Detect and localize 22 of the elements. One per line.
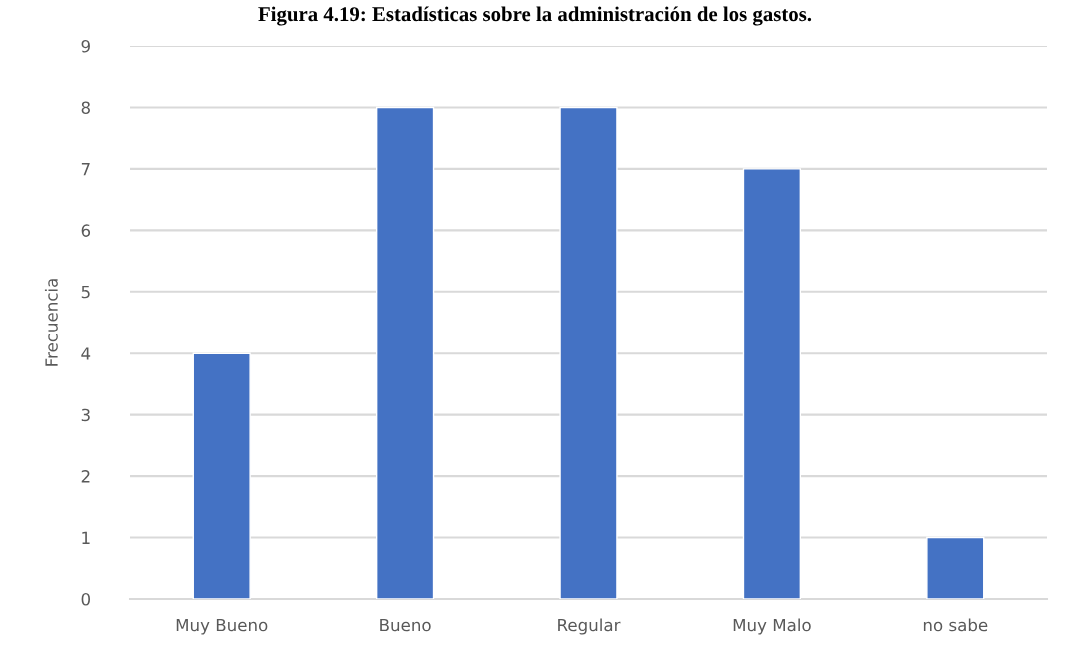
bar	[375, 106, 435, 599]
x-tick-label: Muy Bueno	[176, 618, 268, 635]
y-tick-label: 8	[81, 101, 90, 115]
y-tick-label: 0	[81, 592, 90, 606]
y-tick-label: 1	[82, 531, 90, 544]
bar	[926, 536, 985, 599]
chart-title: Figura 4.19: Estadísticas sobre la administración de los gastos.	[258, 6, 812, 26]
y-tick-label: 9	[81, 39, 90, 53]
y-tick-label: 4	[81, 347, 91, 360]
y-tick-label: 5	[81, 285, 90, 299]
x-tick-label: Muy Malo	[733, 618, 811, 635]
bar	[192, 352, 251, 599]
y-tick-label: 6	[81, 224, 91, 237]
x-tick-label: Regular	[558, 618, 621, 635]
y-tick-label: 2	[81, 470, 90, 483]
y-tick-label: 3	[81, 408, 90, 422]
bar	[742, 168, 802, 599]
bar	[559, 106, 618, 599]
x-tick-label: no sabe	[923, 618, 988, 632]
x-tick-label: Bueno	[380, 618, 431, 632]
y-axis-title: Frecuencia	[44, 279, 58, 366]
y-tick-label: 7	[81, 163, 90, 176]
